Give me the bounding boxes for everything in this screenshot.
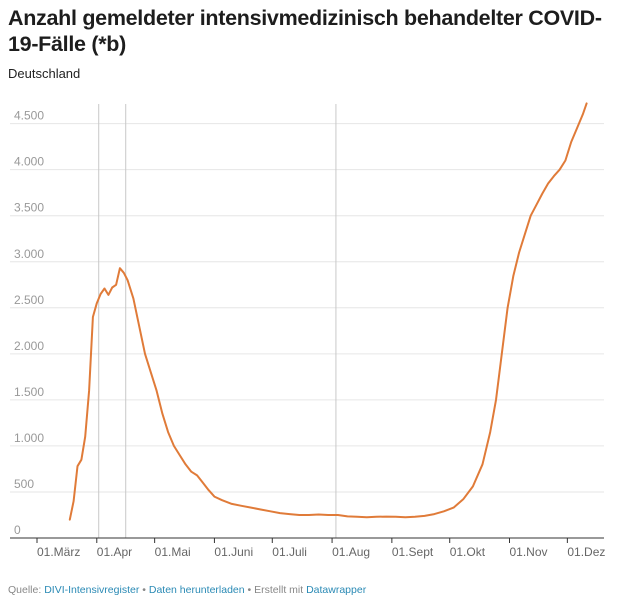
series-line: [68, 102, 588, 521]
created-with-label: Erstellt mit: [254, 584, 304, 596]
datawrapper-link[interactable]: Datawrapper: [306, 584, 367, 596]
y-tick-label: 4.000: [14, 155, 44, 169]
y-tick-label: 3.000: [14, 247, 44, 261]
footer: Quelle: DIVI-Intensivregister • Daten he…: [8, 584, 366, 596]
x-tick-label: 01.Okt: [450, 545, 486, 559]
x-tick-label: 01.Nov: [510, 545, 548, 559]
x-tick-label: 01.Dez: [567, 545, 605, 559]
y-tick-label: 2.500: [14, 293, 44, 307]
y-tick-label: 1.000: [14, 431, 44, 445]
x-tick-label: 01.Juli: [272, 545, 307, 559]
y-tick-label: 2.000: [14, 339, 44, 353]
y-axis-ticks: 0 500 1.000 1.500 2.000 2.500 3.000 3.500 4.000 4…: [14, 109, 44, 537]
download-data-link[interactable]: Daten herunterladen: [148, 584, 245, 596]
y-tick-label: 1.500: [14, 385, 44, 399]
source-link[interactable]: DIVI-Intensivregister: [44, 584, 140, 596]
source-label: Quelle:: [8, 584, 42, 596]
x-tick-label: 01.Juni: [214, 545, 253, 559]
x-tick-label: 01.Aug: [332, 545, 370, 559]
x-tick-label: 01.Apr: [97, 545, 132, 559]
chart-subtitle: Deutschland: [8, 66, 81, 81]
reference-lines: [98, 104, 337, 538]
y-tick-label: 4.500: [14, 109, 44, 123]
footer-separator: •: [247, 584, 252, 596]
x-tick-label: 01.Sept: [392, 545, 434, 559]
x-tick-label: 01.Mai: [155, 545, 191, 559]
chart-title: Anzahl gemeldeter intensivmedizinisch be…: [8, 6, 602, 56]
y-tick-label: 0: [14, 523, 21, 537]
x-tick-label: 01.März: [37, 545, 80, 559]
series-layer: [68, 102, 588, 521]
grid-lines: [10, 123, 604, 493]
x-axis-ticks: 01.März 01.Apr 01.Mai 01.Juni 01.Juli 01.Aug 0…: [10, 537, 605, 559]
y-tick-label: 500: [14, 477, 34, 491]
y-tick-label: 3.500: [14, 201, 44, 215]
footer-separator: •: [142, 584, 146, 596]
